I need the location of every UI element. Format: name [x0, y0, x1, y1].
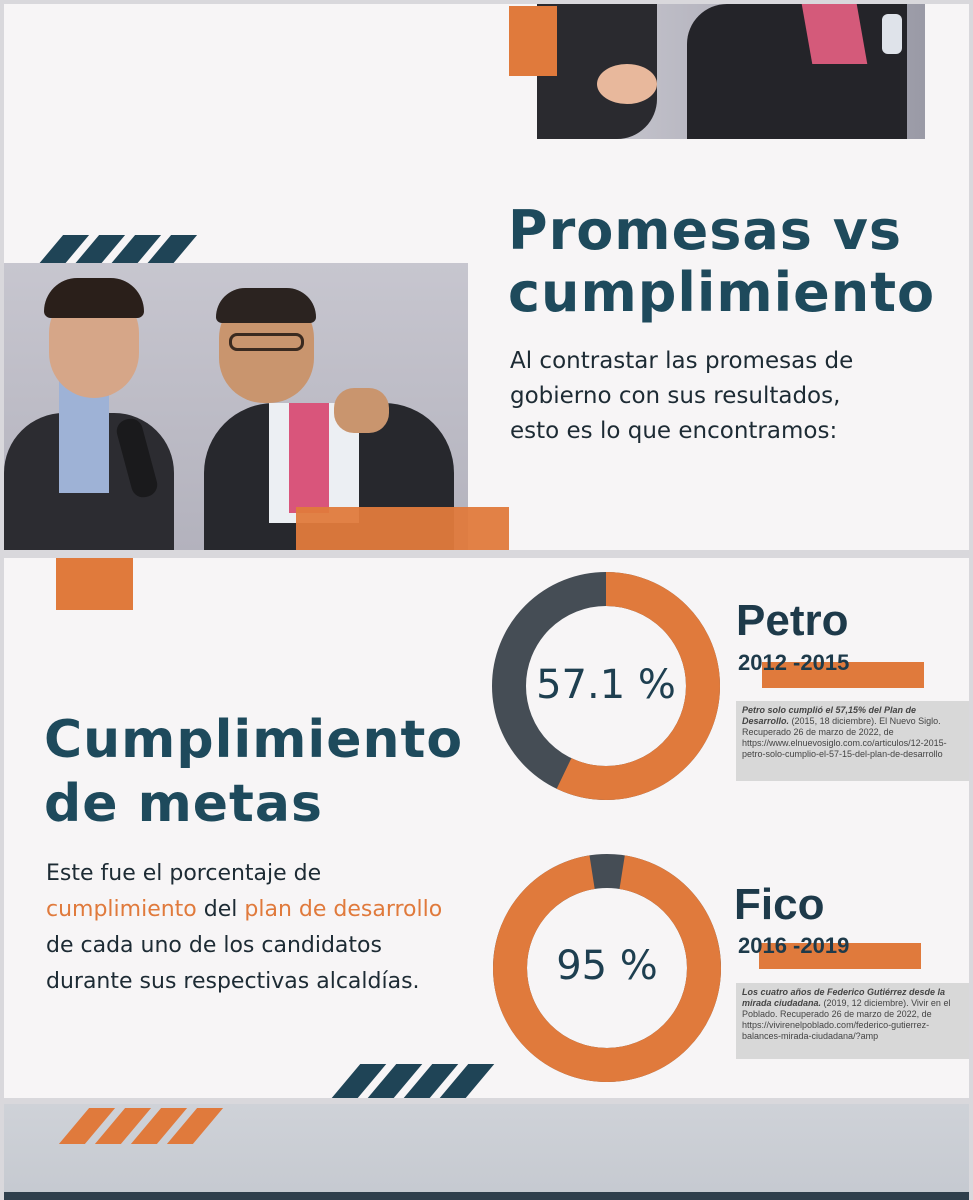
petro-name: Petro: [736, 596, 849, 645]
petro-citation: Petro solo cumplió el 57,15% del Plan de…: [736, 701, 969, 781]
decor-stripes: [58, 1108, 224, 1144]
petro-progress-ring: [492, 572, 720, 800]
decor-orange-square: [509, 6, 557, 76]
desc-line-2: cumplimiento del plan de desarrollo: [46, 892, 442, 928]
desc-line-3: de cada uno de los candidatos: [46, 933, 382, 958]
petro-years-bar: [762, 662, 924, 688]
page-title: Promesas vs cumplimiento: [508, 200, 935, 324]
decor-orange-square: [56, 558, 133, 610]
fico-years-bar: [759, 943, 921, 969]
title-line-2: de metas: [44, 774, 323, 834]
petro-citation-body: (2015, 18 diciembre). El Nuevo Siglo. Re…: [742, 716, 947, 759]
fico-percent: 95 %: [556, 943, 658, 989]
slide-next: [4, 1104, 969, 1200]
subtitle-line-3: esto es lo que encontramos:: [510, 418, 838, 444]
petro-citation-title: Petro solo cumplió el 57,15% del Plan de…: [742, 705, 917, 726]
title-line-1: Promesas vs: [508, 199, 903, 262]
description: Este fue el porcentaje de cumplimiento d…: [46, 856, 442, 1000]
subtitle-line-2: gobierno con sus resultados,: [510, 383, 841, 409]
fico-years: 2016 -2019: [738, 933, 850, 958]
petro-progress-fill: [492, 572, 720, 800]
fico-progress-ring: [493, 854, 721, 1082]
desc-line-1: Este fue el porcentaje de: [46, 861, 322, 886]
petro-years: 2012 -2015: [738, 650, 850, 675]
candidates-photo: [4, 263, 468, 550]
highlight-cumplimiento: cumplimiento: [46, 897, 197, 922]
desc-line-4: durante sus respectivas alcaldías.: [46, 969, 420, 994]
subtitle: Al contrastar las promesas de gobierno c…: [510, 344, 853, 449]
fico-citation: Los cuatro años de Federico Gutiérrez de…: [736, 983, 969, 1059]
top-photo: [537, 4, 925, 139]
section-title: Cumplimiento de metas: [44, 708, 463, 836]
title-line-1: Cumplimiento: [44, 710, 464, 770]
title-line-2: cumplimiento: [508, 261, 936, 324]
fico-citation-body: (2019, 12 diciembre). Vivir en el Poblad…: [742, 998, 951, 1041]
desc-line-2-mid: del: [196, 897, 245, 922]
petro-percent: 57.1 %: [536, 662, 676, 708]
decor-orange-bar: [296, 507, 509, 550]
subtitle-line-1: Al contrastar las promesas de: [510, 348, 854, 374]
decor-stripes: [331, 1064, 495, 1098]
fico-name: Fico: [734, 880, 825, 929]
highlight-plan: plan de desarrollo: [244, 897, 443, 922]
bottom-bar: [4, 1192, 969, 1200]
fico-citation-title: Los cuatro años de Federico Gutiérrez de…: [742, 987, 946, 1008]
slide-promesas: Promesas vs cumplimiento Al contrastar l…: [4, 4, 969, 550]
slide-cumplimiento: Cumplimiento de metas Este fue el porcen…: [4, 558, 969, 1098]
fico-progress-fill: [493, 854, 721, 1082]
